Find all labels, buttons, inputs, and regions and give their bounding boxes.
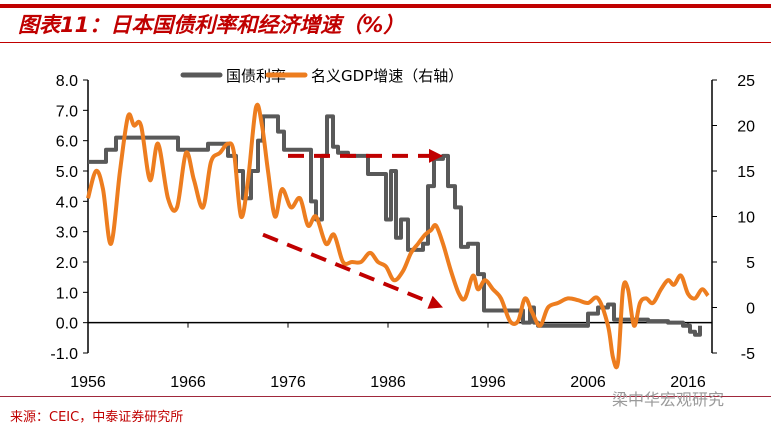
x-tick-label: 1986	[370, 374, 406, 391]
left-tick-label: 2.0	[56, 255, 78, 272]
watermark: 梁中华宏观研究	[612, 390, 725, 409]
title-rule	[0, 42, 771, 43]
left-tick-label: 6.0	[56, 134, 78, 151]
right-tick-label: 20	[737, 119, 755, 136]
legend-label-gdp: 名义GDP增速（右轴）	[311, 67, 463, 85]
figure-title: 图表11：日本国债利率和经济增速（%）	[18, 13, 405, 37]
series-line-nominal-gdp	[86, 102, 710, 370]
right-tick-label: 25	[737, 73, 755, 90]
right-tick-label: -5	[741, 346, 755, 363]
source-note: 来源：CEIC，中泰证券研究所	[10, 410, 184, 425]
trend-arrow-head	[427, 295, 443, 309]
left-tick-label: 7.0	[56, 103, 78, 120]
top-rule	[0, 4, 771, 8]
x-tick-label: 2006	[570, 374, 606, 391]
left-tick-label: 8.0	[56, 73, 78, 90]
right-tick-label: 0	[746, 301, 755, 318]
x-tick-label: 1976	[270, 374, 306, 391]
bottom-rule	[0, 396, 771, 397]
left-tick-label: 0.0	[56, 316, 78, 333]
trend-arrow-head	[429, 148, 443, 163]
x-tick-label: 2016	[670, 374, 706, 391]
chart: -1.0 0.0 1.0 2.0 3.0 4.0 5.0 6.0 7.0 8.0 -5 0 5 10 15 2…	[50, 67, 755, 391]
right-tick-label: 5	[746, 255, 755, 272]
x-tick-label: 1996	[470, 374, 506, 391]
left-tick-label: 3.0	[56, 225, 78, 242]
x-tick-label: 1966	[170, 374, 206, 391]
left-tick-label: 1.0	[56, 285, 78, 302]
x-tick-label: 1956	[70, 374, 106, 391]
right-tick-label: 15	[737, 164, 755, 181]
series-line-bond-yield	[88, 114, 702, 337]
left-tick-label: 4.0	[56, 194, 78, 211]
left-tick-label: -1.0	[50, 346, 78, 363]
legend-label-bond: 国债利率	[226, 67, 286, 85]
left-tick-label: 5.0	[56, 164, 78, 181]
trend-arrow-line	[262, 232, 431, 305]
right-tick-label: 10	[737, 210, 755, 227]
